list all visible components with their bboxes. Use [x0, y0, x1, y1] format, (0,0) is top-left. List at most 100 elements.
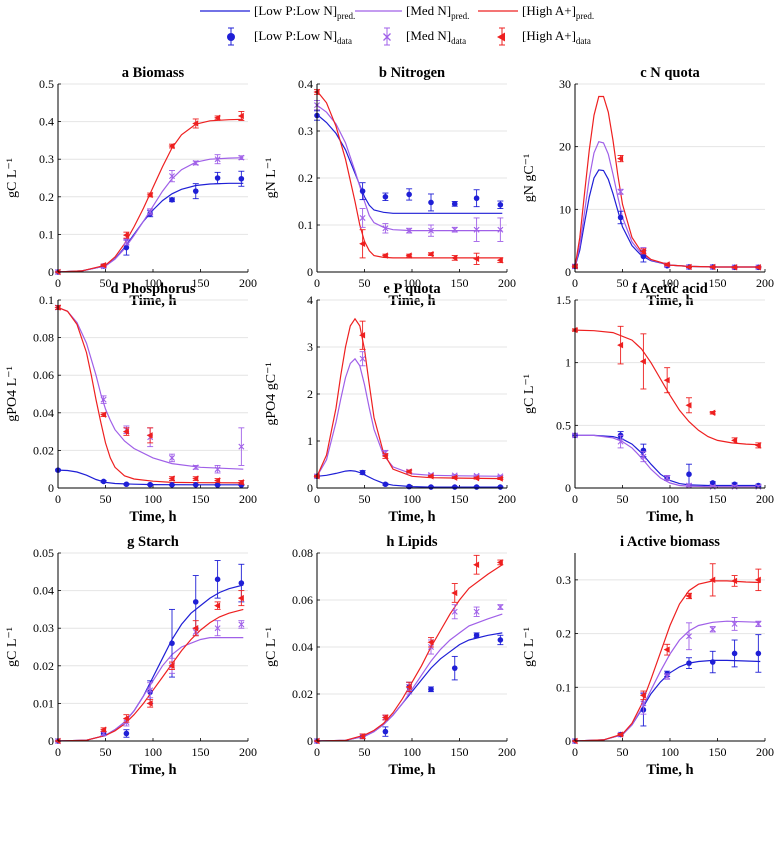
- data-point-high: [192, 620, 199, 637]
- data-point-low: [731, 639, 738, 668]
- data-point-low: [686, 657, 692, 669]
- x-tick-label: 100: [661, 745, 679, 759]
- data-point-med: [192, 159, 199, 166]
- data-point-low: [192, 482, 199, 488]
- data-point-med: [640, 451, 647, 463]
- data-point-med: [451, 604, 458, 620]
- data-point-low: [473, 484, 480, 490]
- pred-line-low: [57, 584, 244, 742]
- data-point-med: [428, 224, 434, 237]
- data-point-high: [100, 411, 107, 418]
- data-point-low: [686, 463, 692, 485]
- data-point-low: [123, 729, 130, 738]
- y-tick-label: 0.1: [298, 218, 313, 232]
- data-point-low: [214, 171, 221, 185]
- y-tick-label: 0.01: [33, 696, 54, 710]
- x-axis-label: Time, h: [129, 509, 176, 525]
- data-point-med: [100, 395, 107, 404]
- data-point-med: [406, 227, 413, 234]
- x-tick-label: 200: [239, 745, 257, 759]
- x-tick-label: 50: [359, 745, 371, 759]
- data-point-low: [382, 481, 389, 488]
- chart-panel-4: 0 0.02 0.04 0.06 0.08 0.1 0 50 100 150 200 d Phosph…: [5, 281, 257, 525]
- data-point-low: [238, 170, 245, 187]
- x-axis-label: Time, h: [646, 762, 693, 778]
- y-tick-label: 10: [559, 202, 571, 216]
- data-point-med: [755, 620, 762, 628]
- y-tick-label: 0: [307, 734, 313, 748]
- y-tick-label: 0.2: [556, 627, 571, 641]
- data-point-high: [359, 733, 366, 740]
- data-point-low: [123, 481, 130, 488]
- y-tick-label: 0.3: [298, 124, 313, 138]
- y-tick-label: 0.02: [292, 687, 313, 701]
- x-tick-label: 0: [55, 276, 61, 290]
- data-point-high: [731, 437, 738, 444]
- x-tick-label: 0: [314, 492, 320, 506]
- x-tick-label: 100: [661, 276, 679, 290]
- x-axis-label: Time, h: [388, 762, 435, 778]
- y-axis-label: gN gC⁻¹: [522, 154, 537, 203]
- pred-line-med: [57, 157, 244, 273]
- data-point-low: [497, 200, 504, 210]
- data-point-high: [192, 475, 199, 482]
- x-tick-label: 100: [144, 276, 162, 290]
- data-point-high: [359, 320, 366, 350]
- y-tick-label: 0.3: [39, 152, 54, 166]
- y-tick-label: 0.05: [33, 546, 54, 560]
- y-tick-label: 1: [565, 356, 571, 370]
- pred-line-low: [574, 169, 761, 268]
- y-tick-label: 0.03: [33, 621, 54, 635]
- x-axis-label: Time, h: [646, 509, 693, 525]
- data-point-med: [214, 464, 221, 474]
- pred-line-med: [57, 636, 244, 742]
- data-point-low: [382, 192, 389, 202]
- pred-line-high: [316, 317, 503, 480]
- data-point-med: [238, 427, 245, 466]
- pred-line-med: [575, 434, 761, 488]
- legend-low-data-label: [Low P:Low N]data: [254, 28, 352, 46]
- legend-med-data-marker: [383, 27, 391, 46]
- data-point-high: [473, 252, 480, 265]
- y-axis-label: gC L⁻¹: [5, 158, 20, 198]
- data-point-high: [214, 477, 221, 484]
- x-axis-label: Time, h: [129, 762, 176, 778]
- y-tick-label: 0.1: [39, 293, 54, 307]
- y-tick-label: 0: [307, 265, 313, 279]
- data-point-low: [451, 484, 458, 490]
- x-tick-label: 200: [756, 492, 774, 506]
- data-point-med: [731, 617, 738, 631]
- data-point-low: [473, 189, 480, 208]
- x-tick-label: 200: [498, 492, 516, 506]
- y-tick-label: 0.02: [33, 659, 54, 673]
- y-tick-label: 1: [307, 434, 313, 448]
- data-point-high: [685, 397, 692, 414]
- data-point-high: [405, 252, 413, 259]
- data-point-high: [122, 714, 130, 723]
- x-tick-label: 200: [239, 276, 257, 290]
- data-point-high: [146, 427, 154, 444]
- data-point-low: [169, 482, 175, 488]
- data-point-high: [731, 264, 738, 271]
- pred-line-low: [575, 434, 761, 487]
- x-tick-label: 200: [498, 745, 516, 759]
- y-tick-label: 3: [307, 340, 313, 354]
- y-tick-label: 0.02: [33, 443, 54, 457]
- legend-med-data-label: [Med N]data: [406, 28, 466, 46]
- data-point-high: [731, 575, 738, 587]
- chart-panel-9: 0 0.1 0.2 0.3 0 50 100 150 200 i Active biomass Ti…: [522, 534, 774, 778]
- y-tick-label: 0: [48, 265, 54, 279]
- pred-line-high: [316, 564, 503, 742]
- x-tick-label: 0: [572, 492, 578, 506]
- x-tick-label: 150: [709, 276, 727, 290]
- chart-title: c N quota: [640, 65, 700, 81]
- data-point-high: [214, 601, 221, 610]
- x-tick-label: 150: [451, 492, 469, 506]
- x-tick-label: 150: [192, 276, 210, 290]
- data-point-med: [686, 482, 692, 489]
- data-point-low: [406, 188, 413, 201]
- data-point-high: [427, 473, 434, 480]
- data-point-med: [169, 170, 175, 183]
- data-point-low: [382, 726, 389, 737]
